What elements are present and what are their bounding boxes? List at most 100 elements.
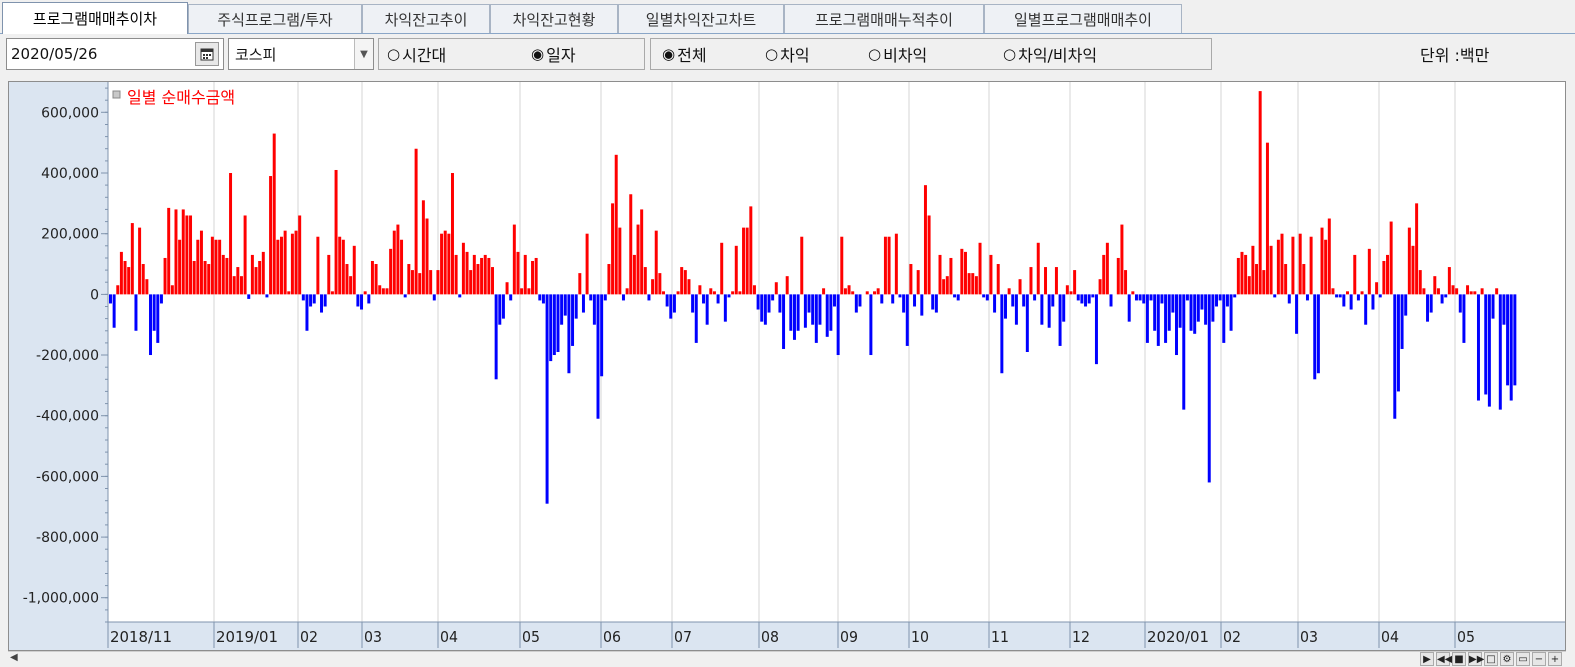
bar	[189, 215, 193, 295]
radio-time-of-day[interactable]: ○ 시간대	[387, 39, 446, 69]
tab-daily-program-trend[interactable]: 일별프로그램매매추이	[984, 4, 1182, 33]
bar	[512, 224, 516, 295]
bar	[1458, 294, 1462, 313]
bar	[134, 294, 138, 331]
bar	[363, 291, 367, 295]
bar	[225, 257, 229, 295]
bar	[742, 227, 746, 295]
zoom-out-icon[interactable]: ▭	[1516, 652, 1530, 666]
radio-label: 차익/비차익	[1018, 46, 1098, 65]
x-tick-label: 07	[674, 628, 692, 646]
horizontal-scrollbar[interactable]: ◀ ▶ ◀◀ ■ ▶▶ □ ⚙ ▭ − +	[8, 651, 1566, 666]
bar	[1473, 291, 1477, 295]
bar	[1375, 282, 1379, 295]
bar	[509, 294, 513, 301]
bar	[1356, 294, 1360, 301]
tab-daily-arbitrage-chart[interactable]: 일별차익잔고차트	[618, 4, 784, 33]
radio-arbitrage[interactable]: ○ 차익	[765, 39, 810, 69]
bar	[1324, 239, 1328, 295]
radio-daily[interactable]: ◉ 일자	[531, 39, 576, 69]
bar	[836, 294, 840, 356]
bar	[403, 294, 407, 298]
play-icon[interactable]: ▶	[1420, 652, 1434, 666]
bar	[887, 236, 891, 295]
scroll-left-icon[interactable]: ◀	[10, 652, 18, 663]
bar	[1349, 294, 1353, 310]
bar	[505, 282, 509, 295]
bar	[858, 294, 862, 307]
bar	[370, 260, 374, 295]
bar	[1378, 294, 1382, 298]
bar	[1193, 294, 1197, 334]
radio-all[interactable]: ◉ 전체	[662, 39, 707, 69]
bar-chart[interactable]: 600,000 400,000 200,000 0 -200,000 -400,000 -6…	[9, 82, 1565, 650]
bar	[385, 288, 389, 295]
tab-arbitrage-balance-trend[interactable]: 차익잔고추이	[362, 4, 490, 33]
bar	[1400, 294, 1404, 349]
tab-program-trend[interactable]: 프로그램매매추이차	[2, 2, 188, 34]
fast-forward-icon[interactable]: ▶▶	[1468, 652, 1485, 666]
bar	[309, 294, 313, 307]
stop-icon[interactable]: ■	[1452, 652, 1466, 666]
bar	[1073, 270, 1077, 295]
bar	[691, 294, 695, 313]
tab-program-cumulative[interactable]: 프로그램매매누적추이	[784, 4, 984, 33]
bar	[236, 267, 240, 295]
bar	[491, 267, 494, 295]
calendar-icon[interactable]	[195, 42, 219, 66]
bar	[1407, 227, 1411, 295]
radio-non-arbitrage[interactable]: ○ 비차익	[868, 39, 927, 69]
market-value: 코스피	[235, 45, 277, 64]
bar	[1418, 270, 1422, 295]
bar	[1069, 291, 1073, 295]
bar	[822, 288, 826, 295]
bar	[352, 245, 356, 295]
tab-arbitrage-balance-status[interactable]: 차익잔고현황	[490, 4, 618, 33]
bar	[294, 230, 298, 295]
bar	[1215, 294, 1219, 307]
bar	[498, 294, 502, 325]
bar	[1244, 254, 1248, 295]
bar	[1036, 242, 1040, 295]
type-radio-group: ◉ 전체 ○ 차익 ○ 비차익 ○ 차익/비차익	[650, 38, 1212, 70]
bar	[1353, 254, 1357, 295]
x-tick-label: 05	[1457, 628, 1475, 646]
market-select[interactable]: 코스피 ▼	[228, 38, 374, 70]
bar	[1076, 294, 1080, 301]
bar-series	[109, 91, 1517, 504]
bar	[723, 294, 727, 322]
zoom-in-icon[interactable]: □	[1484, 652, 1498, 666]
bar	[203, 260, 207, 295]
rewind-icon[interactable]: ◀◀	[1436, 652, 1453, 666]
bar	[1495, 288, 1499, 295]
x-tick-label: 2019/01	[216, 628, 278, 646]
bar	[687, 279, 691, 295]
bar	[956, 294, 960, 301]
bar	[1175, 294, 1178, 356]
bar	[891, 294, 895, 304]
bar	[581, 294, 585, 313]
minus-icon[interactable]: −	[1532, 652, 1546, 666]
settings-icon[interactable]: ⚙	[1500, 652, 1514, 666]
x-tick-label: 11	[991, 628, 1009, 646]
bar	[421, 200, 425, 295]
bar	[1018, 279, 1022, 295]
chevron-down-icon[interactable]: ▼	[354, 39, 373, 69]
bar	[440, 233, 444, 295]
plus-icon[interactable]: +	[1548, 652, 1562, 666]
bar	[942, 279, 946, 295]
bar	[123, 260, 127, 295]
tab-stock-program[interactable]: 주식프로그램/투자	[188, 4, 362, 33]
bar	[1105, 242, 1109, 295]
bar	[603, 294, 607, 301]
bar	[996, 264, 1000, 295]
bar	[232, 276, 236, 295]
radio-arbitrage-non-arbitrage[interactable]: ○ 차익/비차익	[1003, 39, 1097, 69]
bar	[967, 273, 971, 295]
date-input[interactable]: 2020/05/26	[6, 38, 224, 70]
bar	[960, 248, 964, 295]
bar	[538, 294, 542, 301]
bar	[1291, 236, 1295, 295]
bar	[607, 264, 611, 295]
date-value[interactable]: 2020/05/26	[11, 45, 98, 63]
